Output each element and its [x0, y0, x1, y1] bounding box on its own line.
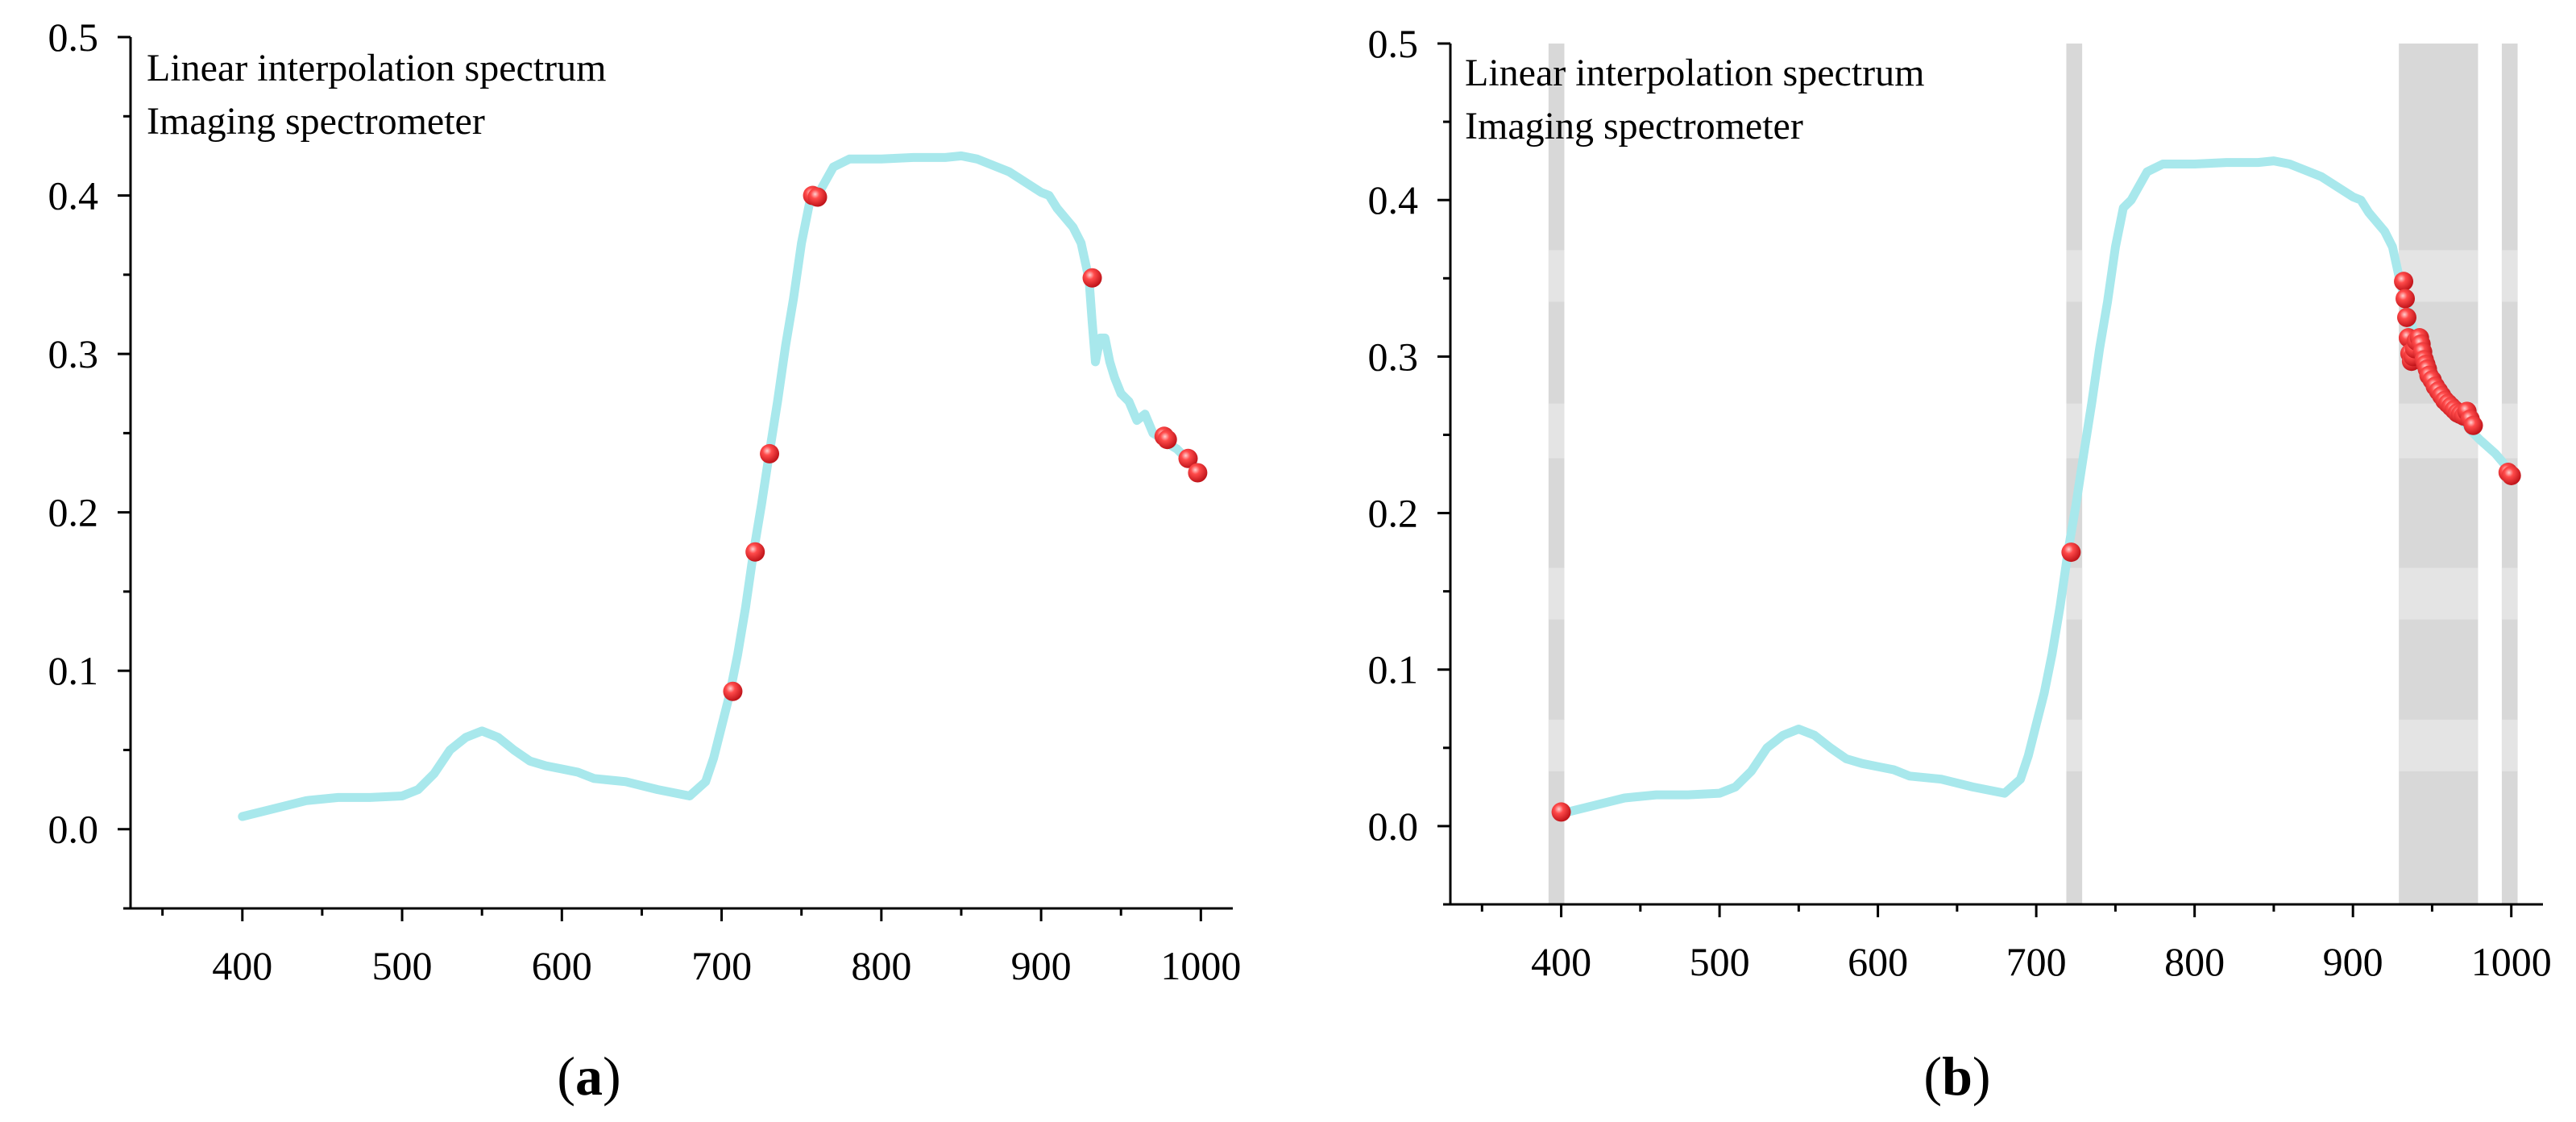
y-tick-label: 0.4 [48, 173, 99, 218]
band-stripe [2399, 719, 2479, 771]
series-line-interpolation [1557, 156, 2516, 818]
band-stripe [2399, 567, 2479, 620]
data-point-imaging-spectrometer [2396, 289, 2416, 309]
data-point-imaging-spectrometer [1157, 430, 1177, 450]
y-tick-label: 0.4 [1368, 177, 1419, 222]
band-stripe [1548, 403, 1565, 459]
x-tick-label: 500 [1690, 939, 1750, 984]
x-tick-label: 900 [2323, 939, 2383, 984]
series-line-interpolation [238, 151, 1205, 821]
data-point-imaging-spectrometer [745, 542, 765, 562]
x-tick-label: 400 [1531, 939, 1591, 984]
y-tick-label: 0.1 [48, 648, 99, 693]
x-tick-label: 800 [2164, 939, 2225, 984]
x-tick-label: 900 [1011, 943, 1072, 988]
legend-entry: Imaging spectrometer [147, 100, 485, 143]
y-tick-label: 0.1 [1368, 647, 1419, 692]
band-stripe [1548, 719, 1565, 771]
y-tick-label: 0.5 [1368, 21, 1419, 66]
x-tick-label: 500 [372, 943, 433, 988]
x-tick-label: 1000 [1160, 943, 1241, 988]
x-tick-label: 400 [212, 943, 272, 988]
data-point-imaging-spectrometer [760, 443, 780, 463]
y-tick-label: 0.2 [1368, 491, 1419, 536]
band-stripe [1548, 567, 1565, 620]
data-point-imaging-spectrometer [1082, 268, 1102, 288]
band-stripe [2066, 250, 2083, 302]
y-tick-label: 0.3 [48, 331, 99, 376]
chart-panel-a: 0.0 0.1 0.2 0.3 0.4 0.5 400 500 600 700 800 900 1000… [48, 15, 1242, 1107]
x-tick-label: 600 [532, 943, 592, 988]
data-point-imaging-spectrometer [2501, 465, 2521, 485]
band-stripe [2066, 567, 2083, 620]
data-point-imaging-spectrometer [723, 681, 743, 701]
panel-label: (a) [557, 1045, 620, 1107]
band-stripe [2501, 719, 2518, 771]
band-stripe [2501, 567, 2518, 620]
x-tick-label: 600 [1848, 939, 1908, 984]
legend-entry: Linear interpolation spectrum [1465, 52, 1924, 94]
legend-entry: Linear interpolation spectrum [147, 47, 606, 89]
data-point-imaging-spectrometer [1188, 463, 1208, 483]
chart-panel-b: 0.0 0.1 0.2 0.3 0.4 0.5 400 500 600 700 800 900 1000… [1368, 21, 2552, 1107]
data-point-imaging-spectrometer [2463, 415, 2483, 435]
shaded-band [1548, 44, 1565, 904]
x-tick-label: 700 [2006, 939, 2067, 984]
panel-label: (b) [1923, 1045, 1990, 1107]
data-point-imaging-spectrometer [2061, 542, 2081, 563]
band-stripe [2066, 719, 2083, 771]
legend-entry: Imaging spectrometer [1465, 105, 1803, 148]
band-stripe [2066, 403, 2083, 459]
band-stripe [2501, 403, 2518, 459]
x-tick-label: 700 [691, 943, 752, 988]
data-point-imaging-spectrometer [1551, 802, 1571, 822]
y-tick-label: 0.0 [1368, 804, 1419, 849]
y-tick-label: 0.2 [48, 490, 99, 535]
data-point-imaging-spectrometer [2396, 307, 2416, 327]
band-stripe [1548, 250, 1565, 302]
data-point-imaging-spectrometer [807, 187, 828, 207]
x-tick-label: 1000 [2471, 939, 2552, 984]
data-point-imaging-spectrometer [1178, 448, 1198, 468]
y-tick-label: 0.3 [1368, 334, 1419, 379]
band-stripe [2501, 250, 2518, 302]
x-tick-label: 800 [851, 943, 911, 988]
data-point-imaging-spectrometer [2394, 272, 2414, 292]
shaded-band [2399, 44, 2479, 904]
y-tick-label: 0.5 [48, 15, 99, 60]
y-tick-label: 0.0 [48, 807, 99, 852]
